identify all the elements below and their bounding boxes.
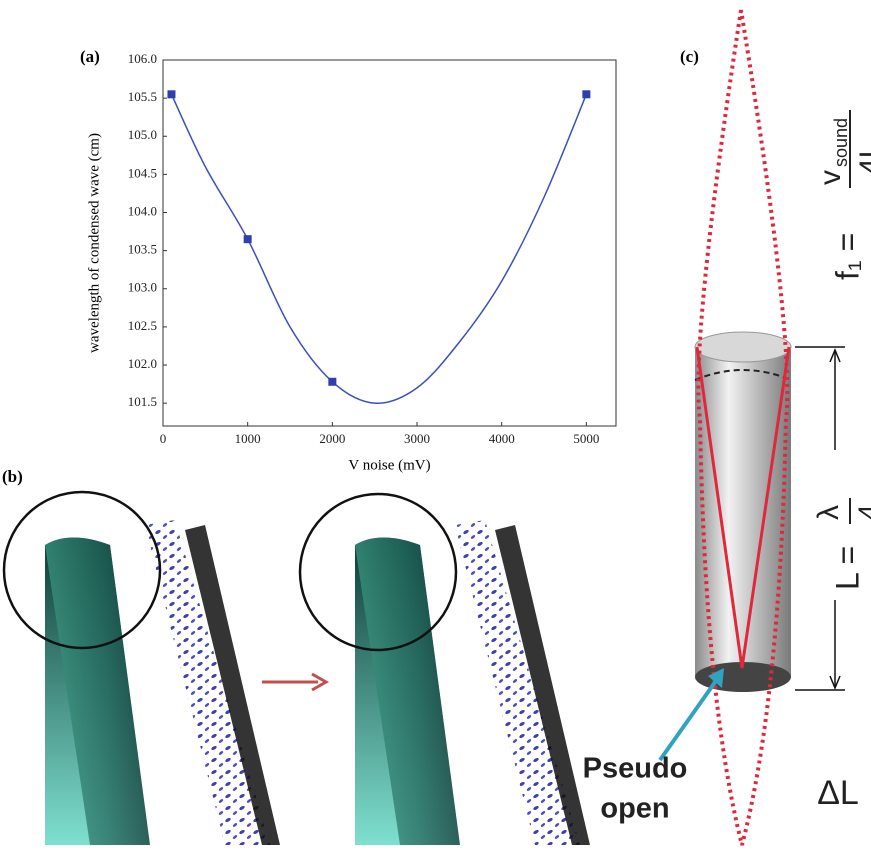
x-tick-label: 5000: [573, 431, 599, 446]
axes-frame: [162, 59, 617, 427]
panel-label: (a): [80, 47, 100, 66]
formula-text: f₁ =: [829, 233, 865, 280]
formula-text: L =: [829, 546, 865, 590]
panel-label: (b): [2, 467, 23, 486]
formula-text: 4: [852, 504, 871, 520]
data-point: [328, 377, 337, 386]
formula-f: f₁ = v sound 4L: [814, 110, 871, 280]
pointer-arrow: [658, 676, 720, 762]
data-point: [243, 235, 252, 244]
x-tick-label: 2000: [319, 431, 345, 446]
formula-l: L = λ 4: [812, 498, 871, 590]
dimension: [795, 346, 845, 691]
y-tick-label: 102.0: [128, 356, 157, 371]
photo-left: [2, 490, 280, 845]
photo-right: [298, 492, 590, 845]
tube: [694, 9, 792, 853]
x-tick-label: 3000: [404, 431, 430, 446]
x-axis-label: V noise (mV): [348, 457, 430, 473]
y-axis-label: wavelength of condensed wave (cm): [86, 133, 102, 353]
data-point: [167, 90, 176, 99]
annotation: Pseudo: [583, 753, 688, 785]
y-tick-label: 106.0: [128, 51, 157, 66]
y-tick-label: 105.5: [128, 89, 157, 104]
y-tick-label: 103.5: [128, 242, 157, 257]
x-tick-label: 4000: [489, 431, 515, 446]
y-tick-label: 104.5: [128, 165, 157, 180]
arrow-head: [311, 672, 330, 692]
panel-label: (c): [680, 47, 699, 66]
formula-text: 4L: [854, 142, 871, 175]
data-point: [582, 90, 591, 99]
y-tick-label: 104.0: [128, 203, 157, 218]
y-tick-label: 102.5: [128, 318, 157, 333]
y-tick-label: 103.0: [128, 280, 157, 295]
fit-line: [170, 93, 588, 404]
plot: 101.5 102.0 102.5 103.0 103.5 104.0 104.5 105.0…: [86, 51, 617, 473]
annotation: open: [600, 793, 669, 825]
formula-text: sound: [831, 118, 851, 167]
formula-text: λ: [812, 505, 845, 520]
x-tick-label: 0: [160, 431, 167, 446]
pointer-head: [708, 668, 724, 688]
formula-text: v: [814, 170, 847, 185]
y-tick-label: 101.5: [128, 394, 157, 409]
delta-label: ΔL: [817, 774, 859, 812]
x-tick-label: 1000: [235, 431, 261, 446]
y-tick-label: 105.0: [128, 127, 157, 142]
